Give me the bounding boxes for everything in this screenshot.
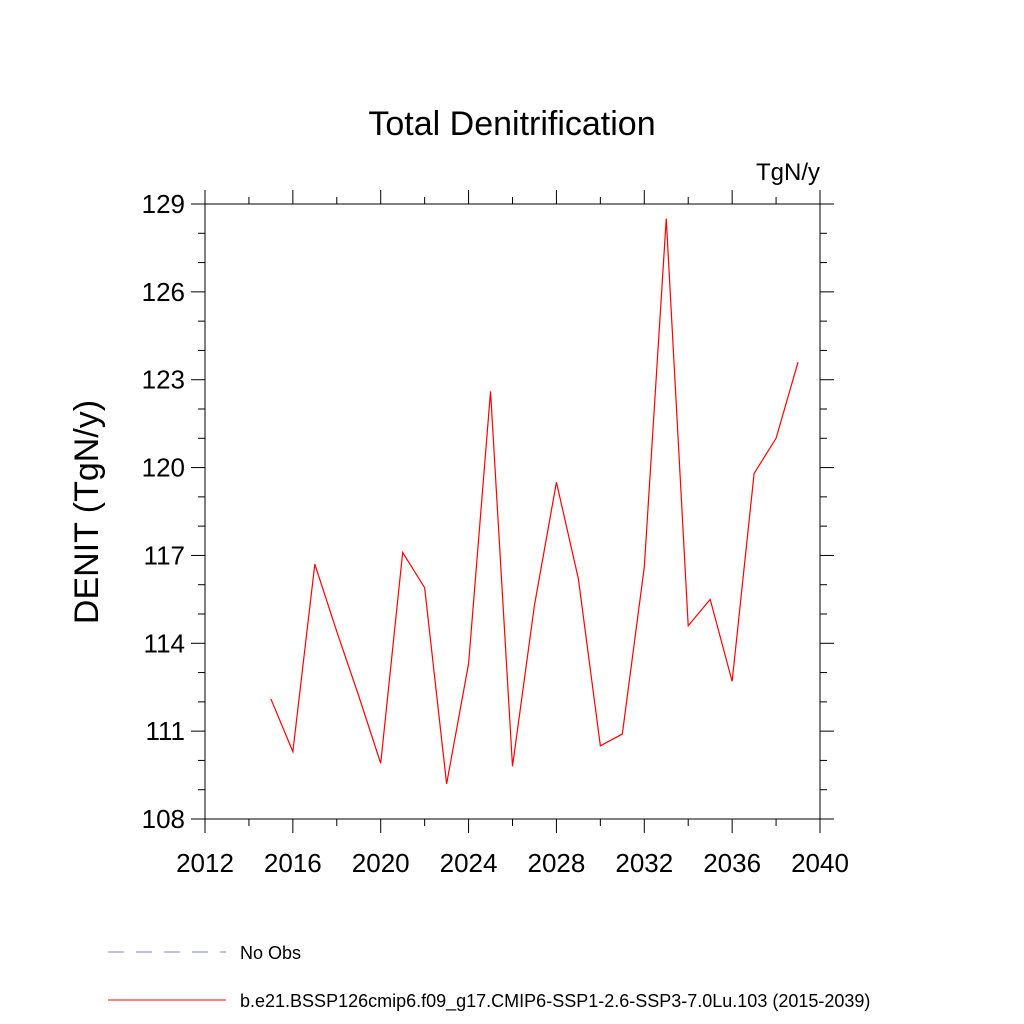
legend-label-0: No Obs (240, 943, 301, 963)
x-tick-label: 2032 (615, 848, 673, 878)
y-tick-label: 114 (144, 628, 185, 658)
y-tick-label: 117 (144, 540, 185, 570)
y-axis-label: DENIT (TgN/y) (68, 400, 106, 624)
x-tick-label: 2012 (176, 848, 234, 878)
x-tick-label: 2040 (791, 848, 849, 878)
y-tick-label: 108 (142, 804, 185, 834)
x-tick-label: 2016 (264, 848, 322, 878)
y-tick-label: 126 (142, 277, 185, 307)
y-tick-label: 129 (142, 189, 185, 219)
y-tick-label: 111 (145, 716, 185, 746)
plot-frame (204, 203, 821, 820)
chart-title: Total Denitrification (368, 105, 655, 143)
y-tick-label: 123 (142, 365, 185, 395)
y-tick-labels: 108 111 114 117 120 123 126 129 (142, 189, 185, 834)
x-tick-label: 2028 (528, 848, 586, 878)
x-tick-labels: 2012 2016 2020 2024 2028 2032 2036 2040 (176, 848, 849, 878)
x-tick-label: 2020 (352, 848, 410, 878)
x-tick-label: 2036 (703, 848, 761, 878)
series-line-0 (270, 218, 799, 784)
series-layer (270, 218, 799, 784)
y-tick-label: 120 (142, 453, 185, 483)
x-tick-label: 2024 (440, 848, 498, 878)
units-label: TgN/y (756, 159, 820, 186)
axis-ticks (191, 190, 834, 833)
legend: No Obs b.e21.BSSP126cmip6.f09_g17.CMIP6-S… (108, 943, 870, 1012)
legend-label-1: b.e21.BSSP126cmip6.f09_g17.CMIP6-SSP1-2.… (240, 991, 870, 1012)
